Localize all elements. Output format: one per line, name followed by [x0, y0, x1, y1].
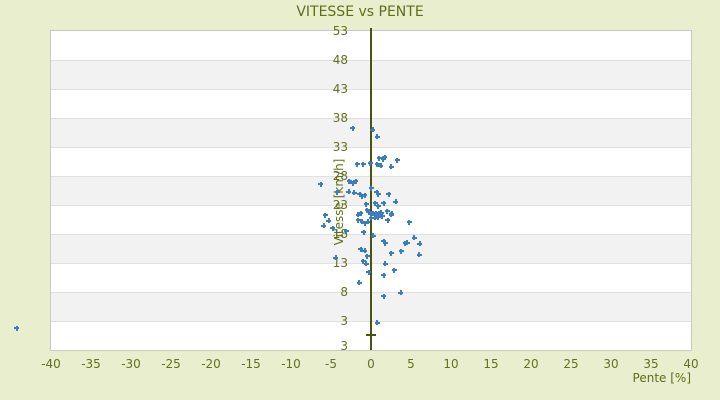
- y-axis-bottom-label: 3: [340, 339, 348, 353]
- x-tick-label: -20: [201, 357, 221, 371]
- x-tick-label: 30: [603, 357, 619, 371]
- x-tick-label: -25: [161, 357, 181, 371]
- x-tick-label: 35: [643, 357, 659, 371]
- x-tick-label: -35: [81, 357, 101, 371]
- x-tick-label: -40: [41, 357, 61, 371]
- y-tick-label: 33: [332, 140, 348, 154]
- y-tick-label: 43: [332, 82, 348, 96]
- y-tick-label: 38: [332, 111, 348, 125]
- y-tick-label: 23: [332, 198, 348, 212]
- x-tick-label: -5: [325, 357, 337, 371]
- x-tick-label: 5: [407, 357, 415, 371]
- y-tick-label: 28: [332, 169, 348, 183]
- y-tick-label: 3: [340, 314, 348, 328]
- y-tick-label: 53: [332, 24, 348, 38]
- scatter-point: [14, 325, 20, 331]
- y-tick-label: 13: [332, 256, 348, 270]
- plot-area: 53 48 43 38 33 28 23 18 13 8 3 3: [50, 24, 692, 353]
- y-axis-title: Vitesse [km/h]: [332, 158, 346, 246]
- x-tick-label: -15: [241, 357, 261, 371]
- x-tick-label: 20: [523, 357, 539, 371]
- x-tick-label: 15: [483, 357, 499, 371]
- x-tick-label: 40: [683, 357, 699, 371]
- x-tick-label: 25: [563, 357, 579, 371]
- x-axis-title: Pente [%]: [632, 371, 691, 385]
- x-tick-label: -30: [121, 357, 141, 371]
- y-tick-label: 48: [332, 53, 348, 67]
- chart-title: VITESSE vs PENTE: [296, 4, 424, 20]
- zero-axis-line: [370, 28, 372, 350]
- y-tick-label: 8: [340, 285, 348, 299]
- x-tick-label: 0: [367, 357, 375, 371]
- x-tick-label: 10: [443, 357, 459, 371]
- origin-tick: [366, 334, 376, 337]
- x-tick-label: -10: [281, 357, 301, 371]
